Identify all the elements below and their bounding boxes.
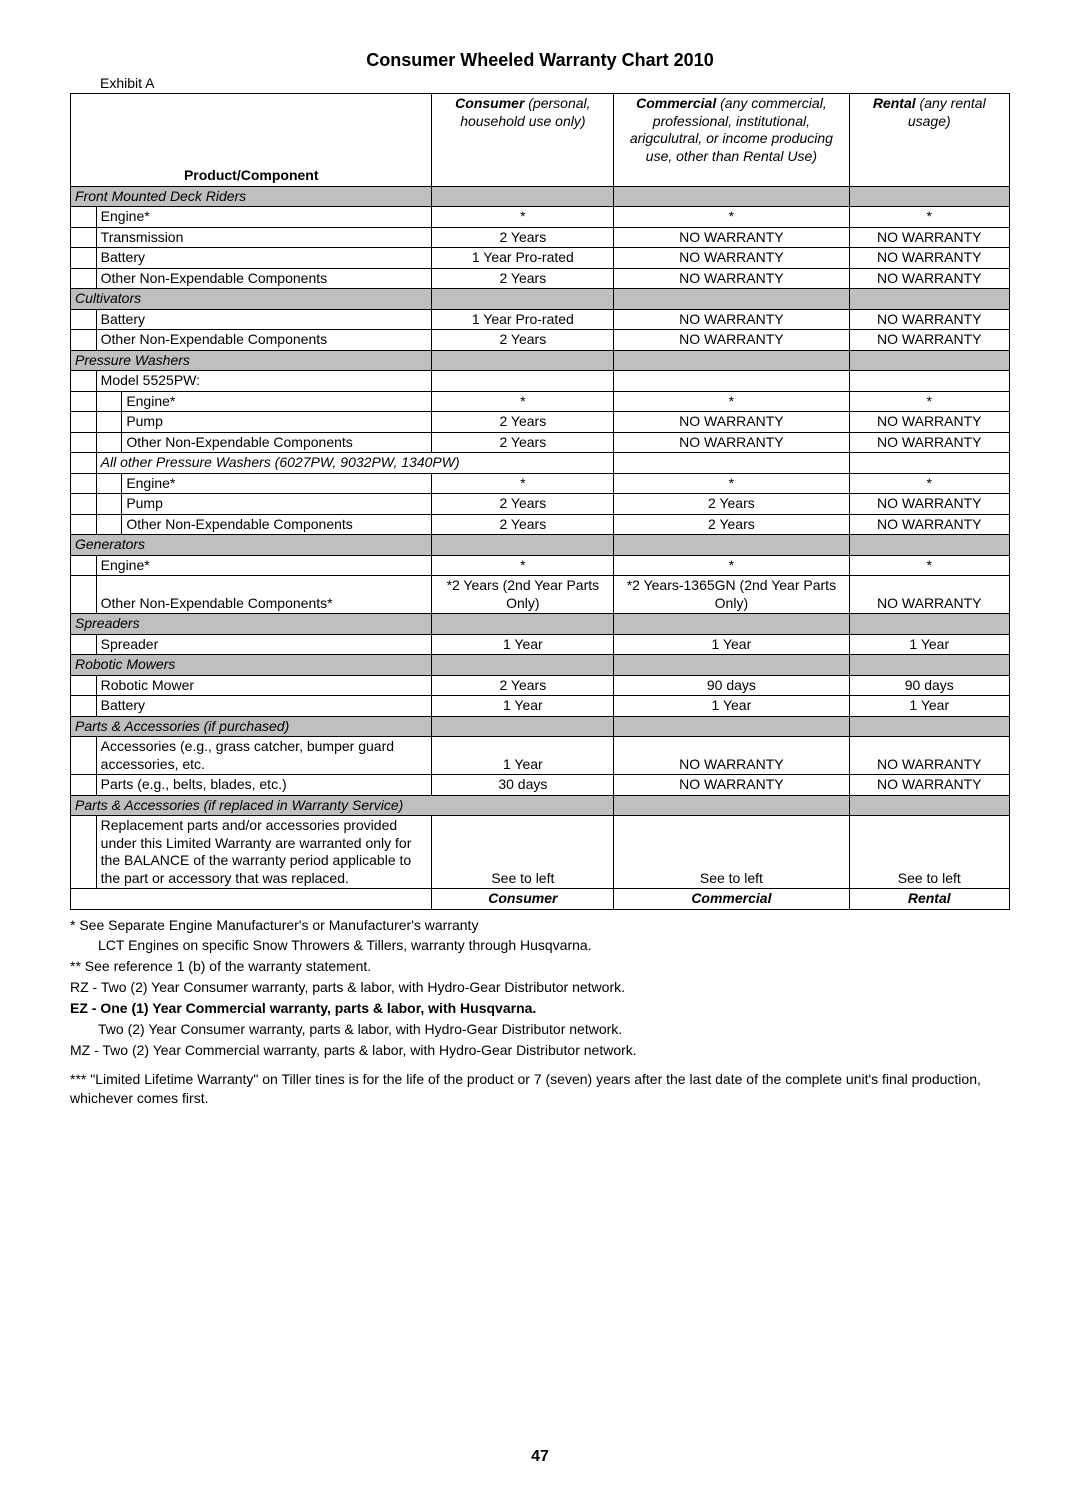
exhibit-label: Exhibit A — [100, 75, 1010, 91]
warranty-table: Consumer (personal, household use only)C… — [70, 93, 1010, 910]
page-number: 47 — [70, 1448, 1010, 1466]
footnotes: * See Separate Engine Manufacturer's or … — [70, 916, 1010, 1108]
page-title: Consumer Wheeled Warranty Chart 2010 — [70, 50, 1010, 71]
